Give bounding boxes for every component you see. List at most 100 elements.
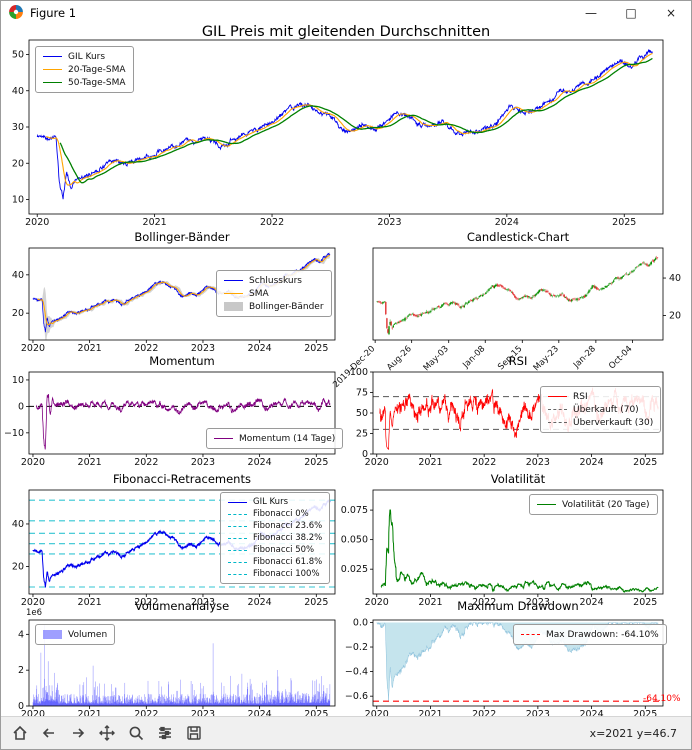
- svg-text:2024: 2024: [248, 457, 272, 468]
- svg-text:2021: 2021: [78, 709, 102, 720]
- svg-text:2024: 2024: [579, 709, 603, 720]
- rsi-chart-title: RSI: [508, 354, 528, 368]
- line-swatch: [43, 56, 62, 57]
- svg-text:2023: 2023: [526, 597, 550, 608]
- volatility-chart-legend: Volatilität (20 Tage): [529, 494, 658, 515]
- legend-label: Volumen: [68, 629, 108, 640]
- legend-label: Überverkauft (30): [573, 417, 654, 428]
- candlestick-chart-title: Candlestick-Chart: [466, 230, 570, 244]
- volatility-chart-canvas[interactable]: 2020 2021 2022 2023 2024 2025 0.025 0.050 0.075: [341, 478, 692, 642]
- legend-label: Fibonacci 23.6%: [253, 521, 323, 531]
- svg-text:−0.6: −0.6: [345, 691, 368, 702]
- legend-label: Bollinger-Bänder: [249, 301, 324, 312]
- svg-text:10: 10: [12, 375, 24, 386]
- close-button[interactable]: ×: [665, 5, 677, 20]
- svg-text:2024: 2024: [248, 597, 272, 608]
- svg-text:2021: 2021: [418, 709, 442, 720]
- svg-text:50: 50: [12, 50, 24, 61]
- svg-text:2022: 2022: [260, 217, 284, 228]
- svg-text:2022: 2022: [472, 457, 496, 468]
- svg-text:20: 20: [12, 308, 24, 319]
- zoom-button[interactable]: [123, 720, 149, 746]
- svg-text:2020: 2020: [365, 457, 389, 468]
- svg-text:2: 2: [18, 665, 24, 676]
- legend-label: Fibonacci 50%: [253, 545, 315, 555]
- svg-text:2022: 2022: [472, 597, 496, 608]
- legend-item: GIL Kurs: [228, 496, 322, 508]
- svg-text:2024: 2024: [248, 343, 272, 354]
- svg-text:20: 20: [669, 311, 681, 322]
- svg-text:2020: 2020: [21, 457, 45, 468]
- svg-text:2021: 2021: [143, 217, 167, 228]
- svg-text:2022: 2022: [134, 343, 158, 354]
- price-chart-legend: GIL Kurs 20-Tage-SMA 50-Tage-SMA: [35, 46, 134, 93]
- back-icon: [42, 728, 54, 738]
- svg-text:40: 40: [12, 270, 24, 281]
- legend-label: Fibonacci 0%: [253, 509, 309, 519]
- price-chart-canvas[interactable]: 2020 2021 2022 2023 2024 2025 10 20 30 40 50: [1, 28, 692, 262]
- svg-text:2020: 2020: [365, 709, 389, 720]
- svg-text:2023: 2023: [377, 217, 401, 228]
- subplots-button[interactable]: [152, 720, 178, 746]
- legend-label: Fibonacci 100%: [253, 569, 320, 579]
- legend-label: Fibonacci 38.2%: [253, 533, 323, 543]
- legend-label: Volatilität (20 Tage): [562, 499, 650, 510]
- patch-swatch: [224, 302, 243, 311]
- svg-text:0.0: 0.0: [353, 617, 368, 628]
- legend-item: Überverkauft (30): [548, 416, 653, 429]
- volume-chart-title: Volumenanalyse: [134, 599, 230, 613]
- forward-button[interactable]: [65, 720, 91, 746]
- rsi-chart-legend: RSI Überkauft (70) Überverkauft (30): [540, 386, 662, 433]
- legend-item: RSI: [548, 390, 653, 403]
- svg-text:2021: 2021: [78, 597, 102, 608]
- svg-text:2020: 2020: [21, 709, 45, 720]
- zoom-icon: [129, 726, 144, 741]
- bollinger-chart-legend: Schlusskurs SMA Bollinger-Bänder: [216, 270, 332, 317]
- minimize-button[interactable]: —: [585, 5, 597, 20]
- home-button[interactable]: [7, 720, 33, 746]
- svg-text:2023: 2023: [191, 709, 215, 720]
- legend-label: GIL Kurs: [68, 51, 106, 62]
- svg-text:2025: 2025: [633, 597, 657, 608]
- legend-item: Fibonacci 23.6%: [228, 520, 322, 532]
- legend-item: Momentum (14 Tage): [214, 432, 335, 445]
- svg-text:2022: 2022: [134, 709, 158, 720]
- momentum-chart-canvas[interactable]: 2020 2021 2022 2023 2024 2025 −10 0 10: [1, 360, 371, 502]
- cursor-position-status: x=2021 y=46.7: [589, 726, 677, 740]
- svg-text:2024: 2024: [579, 597, 603, 608]
- svg-text:10: 10: [12, 195, 24, 206]
- max-drawdown-annotation: -64.10%: [643, 694, 681, 704]
- svg-text:2025: 2025: [304, 457, 328, 468]
- legend-label: Schlusskurs: [249, 275, 302, 286]
- svg-text:2025: 2025: [633, 709, 657, 720]
- legend-item: Schlusskurs: [224, 274, 324, 287]
- fibonacci-chart-legend: GIL Kurs Fibonacci 0% Fibonacci 23.6% Fi…: [220, 492, 331, 584]
- svg-text:2022: 2022: [134, 457, 158, 468]
- drawdown-chart-legend: Max Drawdown: -64.10%: [513, 624, 667, 645]
- line-swatch: [548, 396, 567, 397]
- svg-text:2023: 2023: [191, 597, 215, 608]
- legend-label: SMA: [249, 288, 269, 299]
- svg-text:0.025: 0.025: [341, 564, 368, 575]
- volume-chart-canvas[interactable]: 2020 2021 2022 2023 2024 2025 0 2 4: [1, 608, 371, 750]
- dash-swatch: [548, 422, 567, 423]
- svg-text:2021: 2021: [78, 457, 102, 468]
- svg-text:−0.4: −0.4: [345, 667, 368, 678]
- drawdown-chart-canvas[interactable]: 2020 2021 2022 2023 2024 2025 0.0 −0.2 −0.4 −0.6: [345, 608, 692, 750]
- svg-text:−0.2: −0.2: [345, 642, 368, 653]
- dash-swatch: [228, 513, 247, 515]
- legend-label: Überkauft (70): [573, 404, 639, 415]
- maximize-button[interactable]: □: [625, 5, 637, 20]
- dash-swatch: [228, 573, 247, 575]
- dash-swatch: [548, 409, 567, 410]
- save-button[interactable]: [181, 720, 207, 746]
- svg-text:2025: 2025: [304, 597, 328, 608]
- svg-text:2020: 2020: [365, 597, 389, 608]
- pan-button[interactable]: [94, 720, 120, 746]
- legend-item: Fibonacci 0%: [228, 508, 322, 520]
- legend-item: 20-Tage-SMA: [43, 63, 126, 76]
- momentum-chart-title: Momentum: [149, 354, 215, 368]
- svg-text:0.050: 0.050: [341, 535, 368, 546]
- back-button[interactable]: [36, 720, 62, 746]
